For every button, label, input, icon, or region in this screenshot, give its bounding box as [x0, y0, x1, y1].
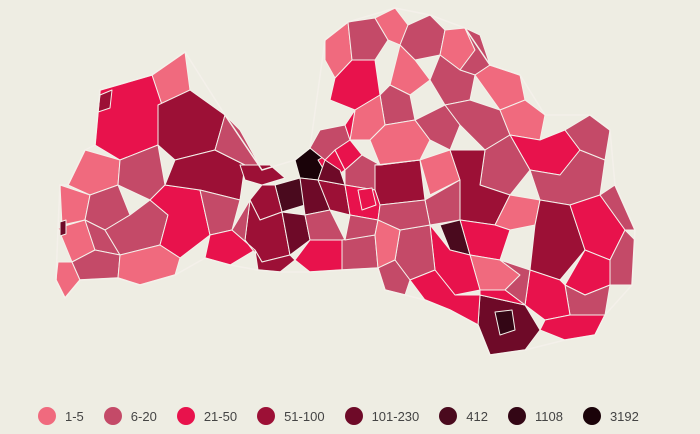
legend-label: 3192	[609, 408, 639, 424]
region-ogre	[374, 159, 426, 206]
region-daugavpils-city	[494, 309, 516, 336]
municipality-regions	[55, 7, 636, 356]
region-burtnieki	[389, 44, 431, 96]
legend-label: 51-100	[284, 408, 325, 424]
region-aizkraukle	[377, 199, 431, 231]
choropleth-map	[55, 7, 636, 356]
region-viski	[524, 269, 571, 321]
legend-swatch	[507, 407, 526, 425]
legend-swatch	[344, 407, 363, 425]
legend-item: 3192	[582, 407, 639, 425]
region-aglona	[479, 289, 526, 306]
region-dobele	[231, 199, 263, 263]
legend-label: 412	[466, 408, 488, 424]
legend-label: 21-50	[203, 408, 238, 424]
legend-label: 1-5	[65, 408, 84, 424]
legend-item: 1108	[507, 407, 563, 425]
legend-item: 21-50	[176, 407, 238, 425]
legend-item: 412	[439, 407, 488, 425]
region-priekuli	[414, 104, 461, 151]
region-salacgriva	[347, 17, 389, 61]
legend-swatch	[38, 407, 56, 425]
legend-item: 51-100	[257, 407, 325, 425]
legend: 1-5 6-20 21-50 51-100 101-230 412 1108 3192	[38, 404, 659, 428]
country-border	[55, 7, 636, 356]
region-rugaji	[494, 194, 541, 231]
region-liepaja	[59, 219, 67, 237]
region-skriveri	[357, 187, 377, 211]
legend-label: 101-230	[371, 408, 420, 424]
legend-swatch	[257, 407, 276, 425]
region-auce	[204, 229, 256, 266]
legend-swatch	[439, 407, 458, 425]
region-jaunjelgava	[374, 159, 421, 166]
legend-swatch	[582, 407, 601, 425]
legend-item: 101-230	[344, 407, 420, 425]
region-ape	[499, 99, 546, 141]
legend-swatch	[103, 407, 122, 425]
legend-label: 6-20	[130, 408, 157, 424]
region-jurmala	[239, 164, 286, 186]
region-kraslava	[539, 314, 606, 341]
region-vilaka	[564, 114, 611, 161]
legend-item: 6-20	[103, 407, 157, 425]
legend-swatch	[176, 407, 195, 425]
legend-label: 1108	[534, 408, 563, 424]
region-viesite	[374, 219, 401, 269]
legend-item: 1-5	[38, 407, 84, 425]
region-bauska	[341, 234, 379, 271]
region-baldone	[304, 209, 346, 241]
